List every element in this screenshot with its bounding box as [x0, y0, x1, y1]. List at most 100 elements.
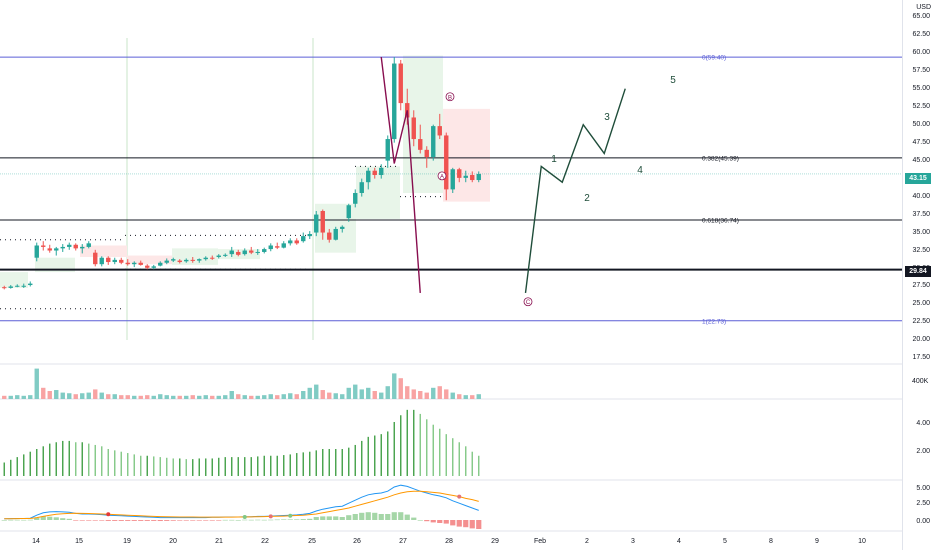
candle-body — [229, 250, 234, 255]
crossover-dot — [242, 515, 247, 519]
macd-histogram-bar — [404, 514, 410, 520]
volume-bar — [457, 394, 462, 399]
volume-bar — [34, 368, 39, 399]
volume-bar — [216, 395, 221, 399]
price-axis-tick: 60.00 — [912, 48, 930, 56]
date-axis-tick: 29 — [491, 538, 499, 545]
volume-bar — [437, 386, 442, 399]
macd-histogram-bar — [281, 519, 287, 520]
candle-body — [151, 266, 156, 268]
crossover-dot — [288, 513, 293, 518]
volume-bar — [320, 390, 325, 399]
signal-line — [4, 490, 479, 520]
candle-body — [60, 246, 65, 249]
volume-pane — [2, 368, 481, 399]
candle-body — [8, 286, 13, 288]
volume-bar — [431, 387, 436, 399]
candle-body — [392, 63, 397, 140]
date-axis-tick: 14 — [32, 538, 40, 545]
macd-histogram-bar — [333, 516, 339, 520]
candle-body — [99, 257, 104, 265]
date-axis-tick: 3 — [631, 538, 635, 545]
fib-level-label: 0.618(36.74) — [702, 218, 739, 225]
macd-histogram-bar — [391, 512, 397, 520]
macd-histogram-bar — [274, 519, 280, 521]
price-axis-tick: 25.00 — [912, 300, 930, 308]
volume-bar — [470, 395, 475, 399]
volume-bar — [8, 395, 13, 399]
candle-body — [424, 149, 429, 158]
candle-body — [301, 236, 306, 242]
macd-histogram-bar — [40, 516, 46, 520]
candle-body — [281, 243, 286, 248]
volume-bar — [340, 394, 345, 399]
macd-histogram-bar — [196, 520, 202, 521]
volume-bar — [106, 394, 111, 399]
price-axis-tick: 52.50 — [912, 102, 930, 110]
candle-body — [242, 250, 247, 255]
candle-body — [125, 262, 130, 265]
candle-body — [359, 182, 364, 193]
candle-body — [353, 192, 358, 204]
macd-histogram-bar — [294, 519, 300, 520]
volume-bar — [15, 395, 20, 399]
candle-body — [327, 232, 332, 240]
macd-histogram-bar — [60, 518, 66, 520]
candle-body — [54, 248, 59, 251]
oscillator-axis-tick: 2.00 — [916, 448, 930, 455]
wave-label-4: 4 — [637, 165, 643, 176]
volume-bar — [405, 386, 410, 399]
abc-marker — [437, 171, 447, 181]
candle-body — [444, 135, 449, 190]
volume-bar — [112, 394, 117, 399]
volume-bar — [47, 391, 52, 399]
macd-histogram-bar — [66, 518, 72, 520]
macd-histogram-bar — [229, 519, 235, 521]
volume-bar — [236, 394, 241, 399]
macd-histogram-bar — [255, 519, 261, 521]
volume-bar — [80, 393, 85, 399]
volume-bar — [424, 392, 429, 399]
drawings[interactable]: A B C 1 2 3 4 5 — [380, 56, 676, 306]
currency-label: USD — [916, 4, 931, 11]
date-axis-tick: 25 — [308, 538, 316, 545]
volume-bar — [21, 395, 26, 399]
macd-histogram-bar — [398, 512, 404, 520]
volume-bar — [398, 378, 403, 399]
macd-histogram-bar — [476, 520, 482, 529]
candle-body — [177, 260, 182, 263]
candle-body — [333, 228, 338, 240]
candle-body — [112, 259, 117, 263]
zone-red — [80, 245, 127, 257]
oscillator-axis-tick: 4.00 — [916, 420, 930, 427]
macd-histogram-bar — [21, 519, 27, 521]
macd-histogram-bar — [203, 520, 209, 521]
volume-bar — [463, 395, 468, 399]
volume-bar — [93, 389, 98, 399]
price-axis-tick: 65.00 — [912, 12, 930, 20]
macd-pane — [1, 484, 482, 529]
volume-bar — [2, 395, 7, 399]
volume-bar — [333, 393, 338, 399]
wave-label-1: 1 — [551, 154, 557, 165]
candlestick-series[interactable] — [2, 57, 481, 290]
macd-histogram-bar — [131, 520, 137, 521]
macd-histogram-bar — [411, 517, 417, 520]
macd-histogram-bar — [86, 520, 92, 521]
macd-histogram-bar — [138, 520, 144, 521]
macd-histogram-bar — [313, 517, 319, 520]
macd-histogram-bar — [53, 517, 59, 520]
volume-bar — [301, 391, 306, 399]
wave-label-2: 2 — [584, 193, 590, 204]
candle-body — [171, 259, 176, 261]
volume-bar — [379, 392, 384, 399]
candle-body — [268, 245, 273, 250]
macd-histogram-bar — [164, 520, 170, 521]
macd-histogram-bar — [14, 519, 20, 521]
volume-bar — [229, 391, 234, 399]
volume-bar — [99, 392, 104, 399]
macd-histogram-bar — [73, 520, 79, 521]
volume-bar — [314, 384, 319, 399]
price-axis-tick: 57.50 — [912, 66, 930, 74]
